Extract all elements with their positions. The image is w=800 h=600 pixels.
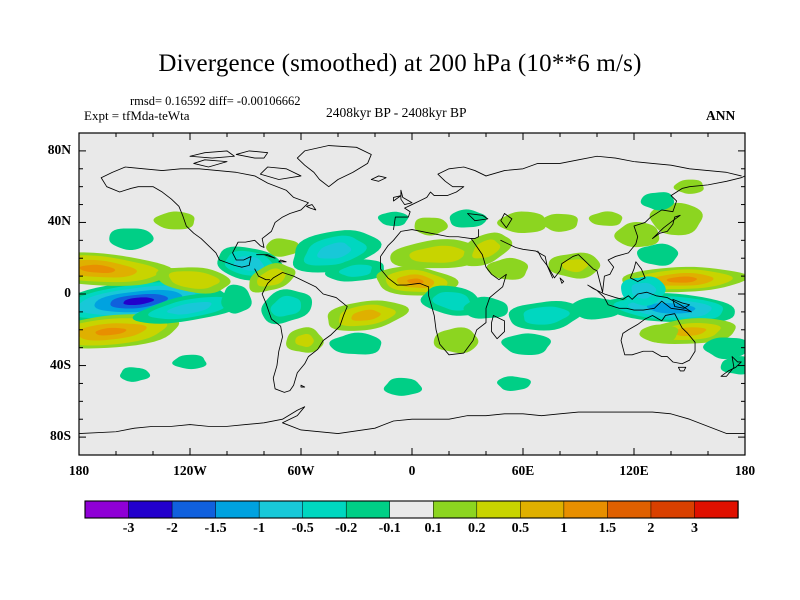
y-tick-80N: 80N <box>47 141 71 157</box>
page-title: Divergence (smoothed) at 200 hPa (10**6 … <box>158 50 642 77</box>
rmsd-statistics-label: rmsd= 0.16592 diff= -0.00106662 <box>130 94 301 108</box>
colorbar-tick-0.2: 0.2 <box>468 521 486 536</box>
anomaly-contour-fills <box>79 179 745 396</box>
x-tick-120E: 120E <box>619 463 649 478</box>
colorbar <box>84 500 739 519</box>
time-period-label: 2408kyr BP - 2408kyr BP <box>326 105 467 120</box>
x-tick-0: 0 <box>408 463 416 478</box>
coastlines <box>79 145 745 434</box>
y-tick-40S: 40S <box>49 356 71 372</box>
x-tick-180: 180 <box>734 463 756 478</box>
colorbar-tick-0.1: 0.1 <box>424 521 443 536</box>
map-frame-and-ticks <box>78 132 746 456</box>
colorbar-tick-1: 1 <box>560 521 568 536</box>
colorbar-tick--1: -1 <box>253 521 265 536</box>
colorbar-tick--1.5: -1.5 <box>204 521 227 536</box>
colorbar-tick--0.1: -0.1 <box>378 521 401 536</box>
y-tick-40N: 40N <box>47 213 71 229</box>
x-tick-60W: 60W <box>287 463 315 478</box>
colorbar-tick--2: -2 <box>166 521 178 536</box>
experiment-label: Expt = tfMda-teWta <box>84 108 190 123</box>
x-tick-120W: 120W <box>173 463 207 478</box>
colorbar-tick-2: 2 <box>647 521 655 536</box>
y-tick-0: 0 <box>64 285 71 300</box>
colorbar-tick--0.5: -0.5 <box>291 521 314 536</box>
x-tick-180: 180 <box>68 463 90 478</box>
colorbar-tick-1.5: 1.5 <box>598 521 617 536</box>
colorbar-tick--3: -3 <box>122 521 135 536</box>
x-tick-60E: 60E <box>511 463 535 478</box>
colorbar-tick-3: 3 <box>690 521 698 536</box>
y-tick-80S: 80S <box>49 428 71 444</box>
season-label: ANN <box>706 108 736 123</box>
colorbar-tick--0.2: -0.2 <box>335 521 358 536</box>
colorbar-tick-0.5: 0.5 <box>511 521 530 536</box>
